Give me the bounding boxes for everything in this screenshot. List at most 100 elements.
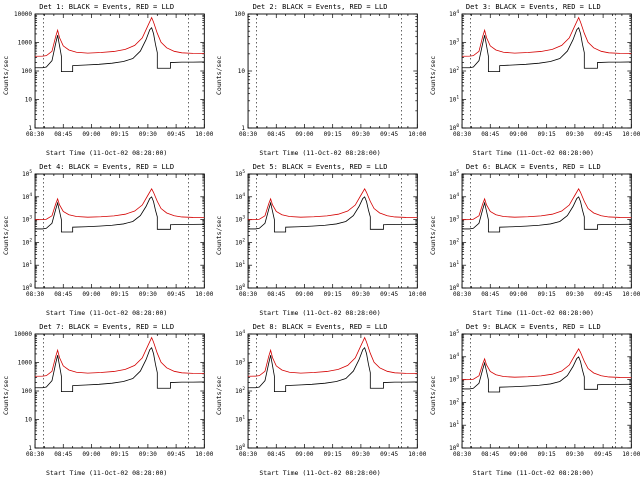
svg-text:09:45: 09:45: [380, 291, 398, 298]
svg-text:09:45: 09:45: [594, 451, 612, 458]
panel-det-1: Det 1: BLACK = Events, RED = LLD Counts/…: [0, 0, 213, 160]
svg-text:09:30: 09:30: [139, 131, 157, 138]
panel-det-5: Det 5: BLACK = Events, RED = LLD Counts/…: [213, 160, 426, 320]
x-axis-label: Start Time (11-Oct-02 08:28:00): [46, 309, 168, 317]
chart-title: Det 4: BLACK = Events, RED = LLD: [39, 163, 175, 171]
svg-text:09:15: 09:15: [324, 291, 342, 298]
svg-text:09:15: 09:15: [537, 451, 555, 458]
svg-text:104: 104: [449, 9, 459, 18]
x-axis-label: Start Time (11-Oct-02 08:28:00): [259, 309, 381, 317]
chart-title: Det 5: BLACK = Events, RED = LLD: [252, 163, 388, 171]
svg-text:102: 102: [449, 397, 459, 406]
svg-text:09:00: 09:00: [296, 291, 314, 298]
svg-text:103: 103: [449, 375, 459, 384]
svg-text:105: 105: [449, 329, 459, 338]
svg-text:10:00: 10:00: [622, 131, 640, 138]
svg-text:08:45: 08:45: [481, 451, 499, 458]
svg-text:09:45: 09:45: [594, 131, 612, 138]
svg-text:09:45: 09:45: [167, 291, 185, 298]
svg-text:100: 100: [22, 283, 32, 292]
svg-text:09:00: 09:00: [509, 131, 527, 138]
svg-text:08:30: 08:30: [453, 291, 471, 298]
svg-text:10: 10: [25, 417, 33, 424]
svg-text:10:00: 10:00: [195, 131, 213, 138]
x-axis-label: Start Time (11-Oct-02 08:28:00): [472, 469, 594, 477]
svg-text:08:30: 08:30: [239, 291, 257, 298]
panel-det-4: Det 4: BLACK = Events, RED = LLD Counts/…: [0, 160, 213, 320]
x-axis-label: Start Time (11-Oct-02 08:28:00): [259, 149, 381, 157]
svg-text:08:30: 08:30: [26, 451, 44, 458]
svg-text:09:15: 09:15: [111, 131, 129, 138]
chart-canvas-det-3: 08:30 08:45 09:00 09:15 09:30 09:45 10:00 100 10…: [449, 9, 640, 138]
svg-text:09:30: 09:30: [566, 451, 584, 458]
svg-text:102: 102: [449, 66, 459, 75]
svg-text:09:45: 09:45: [167, 131, 185, 138]
svg-text:09:00: 09:00: [82, 131, 100, 138]
svg-text:09:00: 09:00: [509, 291, 527, 298]
svg-text:103: 103: [449, 215, 459, 224]
chart-canvas-det-8: 08:30 08:45 09:00 09:15 09:30 09:45 10:00 100 10…: [235, 329, 426, 458]
svg-text:09:45: 09:45: [380, 131, 398, 138]
svg-text:101: 101: [235, 415, 245, 424]
svg-text:08:30: 08:30: [453, 451, 471, 458]
svg-text:105: 105: [449, 169, 459, 178]
x-axis-label: Start Time (11-Oct-02 08:28:00): [46, 149, 168, 157]
svg-text:105: 105: [235, 169, 245, 178]
svg-text:08:30: 08:30: [26, 291, 44, 298]
svg-text:09:15: 09:15: [537, 291, 555, 298]
svg-text:10:00: 10:00: [409, 131, 427, 138]
svg-text:100: 100: [449, 123, 459, 132]
svg-text:09:30: 09:30: [352, 451, 370, 458]
svg-text:10:00: 10:00: [409, 291, 427, 298]
x-axis-label: Start Time (11-Oct-02 08:28:00): [46, 469, 168, 477]
svg-text:102: 102: [449, 237, 459, 246]
svg-text:101: 101: [449, 95, 459, 104]
svg-text:09:15: 09:15: [537, 131, 555, 138]
svg-text:10:00: 10:00: [195, 291, 213, 298]
svg-text:08:30: 08:30: [239, 451, 257, 458]
svg-text:09:30: 09:30: [139, 291, 157, 298]
svg-text:10:00: 10:00: [622, 451, 640, 458]
svg-text:100: 100: [235, 11, 246, 18]
svg-text:101: 101: [22, 260, 32, 269]
svg-text:08:30: 08:30: [453, 131, 471, 138]
svg-text:09:45: 09:45: [594, 291, 612, 298]
svg-text:101: 101: [449, 420, 459, 429]
svg-text:1000: 1000: [18, 40, 33, 47]
svg-text:10: 10: [238, 68, 246, 75]
svg-text:08:45: 08:45: [481, 291, 499, 298]
x-axis-label: Start Time (11-Oct-02 08:28:00): [472, 149, 594, 157]
svg-text:09:00: 09:00: [296, 451, 314, 458]
svg-text:09:45: 09:45: [380, 451, 398, 458]
svg-text:09:15: 09:15: [111, 451, 129, 458]
svg-text:09:15: 09:15: [324, 451, 342, 458]
svg-text:08:45: 08:45: [481, 131, 499, 138]
svg-text:100: 100: [449, 443, 459, 452]
svg-text:09:15: 09:15: [324, 131, 342, 138]
svg-text:10: 10: [25, 97, 33, 104]
svg-text:104: 104: [22, 192, 32, 201]
chart-title: Det 9: BLACK = Events, RED = LLD: [465, 323, 601, 331]
svg-text:09:30: 09:30: [566, 291, 584, 298]
svg-text:08:45: 08:45: [54, 451, 72, 458]
svg-text:103: 103: [235, 358, 245, 367]
svg-text:104: 104: [235, 329, 245, 338]
panel-det-3: Det 3: BLACK = Events, RED = LLD Counts/…: [427, 0, 640, 160]
chart-canvas-det-1: 08:30 08:45 09:00 09:15 09:30 09:45 10:00 1 10 10…: [14, 11, 213, 138]
svg-text:10:00: 10:00: [622, 291, 640, 298]
svg-text:103: 103: [449, 38, 459, 47]
chart-canvas-det-5: 08:30 08:45 09:00 09:15 09:30 09:45 10:00 100 10…: [235, 169, 427, 298]
panel-det-9: Det 9: BLACK = Events, RED = LLD Counts/…: [427, 320, 640, 480]
chart-canvas-det-6: 08:30 08:45 09:00 09:15 09:30 09:45 10:00 100 10…: [449, 169, 640, 298]
svg-text:104: 104: [449, 352, 459, 361]
chart-canvas-det-2: 08:30 08:45 09:00 09:15 09:30 09:45 10:00 1 10 10…: [235, 11, 427, 138]
svg-text:08:30: 08:30: [239, 131, 257, 138]
svg-text:1: 1: [242, 125, 246, 132]
svg-text:100: 100: [449, 283, 459, 292]
x-axis-label: Start Time (11-Oct-02 08:28:00): [259, 469, 381, 477]
svg-text:08:45: 08:45: [54, 291, 72, 298]
panel-det-2: Det 2: BLACK = Events, RED = LLD Counts/…: [213, 0, 426, 160]
svg-text:100: 100: [21, 388, 32, 395]
